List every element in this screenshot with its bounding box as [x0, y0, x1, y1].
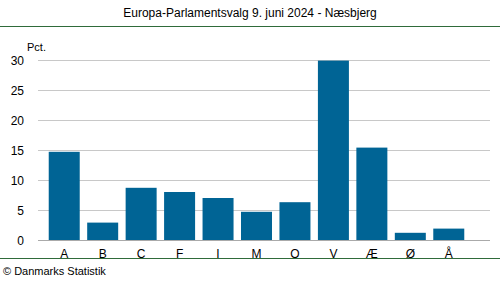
- frame-line: [0, 258, 500, 259]
- y-tick-label: 10: [11, 174, 25, 188]
- x-axis-line: [38, 240, 490, 241]
- bar: [126, 188, 157, 240]
- y-tick-label: 15: [11, 144, 25, 158]
- x-tick-label: A: [60, 247, 68, 261]
- x-tick-label: M: [252, 247, 262, 261]
- bar: [49, 152, 80, 240]
- x-tick-label: Æ: [366, 247, 378, 261]
- bar: [203, 198, 234, 240]
- grid-line: [38, 120, 490, 121]
- bar: [395, 233, 426, 240]
- y-tick-label: 25: [11, 84, 25, 98]
- bars: [49, 61, 465, 240]
- x-tick-label: B: [99, 247, 107, 261]
- frame-line: [0, 26, 500, 27]
- source: © Danmarks Statistik: [3, 265, 106, 277]
- y-tick-label: 20: [11, 114, 25, 128]
- x-tick-label: F: [176, 247, 183, 261]
- y-tick-label: 0: [17, 234, 24, 248]
- grid-line: [38, 60, 490, 61]
- bar: [433, 229, 464, 240]
- grid-line: [38, 240, 490, 241]
- x-tick-label: C: [137, 247, 146, 261]
- bar: [241, 212, 272, 240]
- x-tick-label: Ø: [406, 247, 415, 261]
- x-tick-label: I: [216, 247, 219, 261]
- bar: [356, 148, 387, 240]
- bar: [279, 202, 310, 240]
- grid-line: [38, 90, 490, 91]
- bar: [87, 223, 118, 240]
- grid-line: [38, 180, 490, 181]
- bar: [318, 61, 349, 240]
- grid-line: [38, 150, 490, 151]
- y-tick-label: 5: [17, 204, 24, 218]
- grid-line: [38, 210, 490, 211]
- x-tick-label: V: [329, 247, 337, 261]
- x-tick-label: O: [290, 247, 299, 261]
- y-tick-label: 30: [11, 54, 25, 68]
- y-axis-label: Pct.: [27, 41, 46, 53]
- chart: Europa-Parlamentsvalg 9. juni 2024 - Næs…: [0, 0, 500, 282]
- bar: [164, 192, 195, 240]
- title: Europa-Parlamentsvalg 9. juni 2024 - Næs…: [123, 6, 376, 20]
- x-tick-label: Å: [445, 246, 453, 261]
